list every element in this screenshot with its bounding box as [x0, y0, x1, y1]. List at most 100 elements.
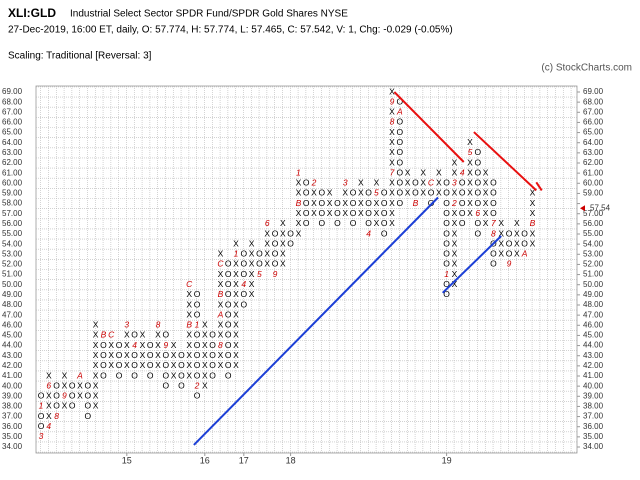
y-tick-label-right: 52.00	[583, 260, 604, 269]
y-tick-label-right: 48.00	[583, 300, 604, 309]
month-marker: B	[101, 330, 107, 340]
x-box: X	[77, 391, 83, 401]
y-tick-label-left: 42.00	[2, 361, 23, 370]
o-box: O	[396, 117, 403, 127]
x-box: X	[467, 178, 473, 188]
o-box: O	[147, 350, 154, 360]
trendline	[193, 196, 439, 446]
x-box: X	[233, 289, 239, 299]
x-box: X	[93, 320, 99, 330]
x-box: X	[202, 360, 208, 370]
x-box: X	[405, 188, 411, 198]
x-box: X	[249, 269, 255, 279]
month-marker: 1	[195, 320, 200, 330]
month-marker: 9	[62, 391, 67, 401]
x-box: X	[264, 228, 270, 238]
o-box: O	[225, 289, 232, 299]
o-box: O	[365, 188, 372, 198]
month-marker: 2	[194, 380, 200, 390]
o-box: O	[474, 167, 481, 177]
y-tick-label-right: 36.00	[583, 422, 604, 431]
y-tick-label-right: 53.00	[583, 249, 604, 258]
x-box: X	[62, 370, 68, 380]
o-box: O	[38, 411, 45, 421]
x-box: X	[140, 360, 146, 370]
x-box: X	[389, 198, 395, 208]
month-marker: 4	[366, 228, 371, 238]
x-box: X	[389, 107, 395, 117]
month-marker: C	[217, 259, 224, 269]
credit: (c) StockCharts.com	[541, 63, 632, 74]
x-box: X	[514, 249, 520, 259]
y-tick-label-left: 49.00	[2, 290, 23, 299]
month-marker: 6	[265, 218, 270, 228]
month-marker: 9	[163, 340, 168, 350]
month-marker: 8	[156, 320, 161, 330]
y-tick-label-left: 48.00	[2, 300, 23, 309]
chart-subtitle: Industrial Select Sector SPDR Fund/SPDR …	[70, 9, 348, 20]
x-box: X	[498, 249, 504, 259]
month-marker: 1	[296, 167, 301, 177]
x-box: X	[280, 249, 286, 259]
o-box: O	[443, 198, 450, 208]
month-marker: 3	[39, 431, 44, 441]
y-tick-label-right: 62.00	[583, 158, 604, 167]
x-box: X	[452, 249, 458, 259]
x-box: X	[389, 218, 395, 228]
x-box: X	[249, 259, 255, 269]
x-box: X	[249, 279, 255, 289]
month-marker: 3	[452, 178, 457, 188]
y-tick-label-right: 69.00	[583, 87, 604, 96]
o-box: O	[225, 330, 232, 340]
o-box: O	[303, 198, 310, 208]
x-box: X	[264, 238, 270, 248]
x-box: X	[452, 279, 458, 289]
x-box: X	[483, 208, 489, 218]
x-box: X	[46, 370, 52, 380]
x-box: X	[186, 289, 192, 299]
month-marker: 4	[460, 167, 465, 177]
year-label: 15	[122, 455, 132, 465]
x-box: X	[233, 299, 239, 309]
o-box: O	[396, 157, 403, 167]
o-box: O	[194, 299, 201, 309]
o-box: O	[396, 167, 403, 177]
x-box: X	[389, 86, 395, 96]
x-box: X	[467, 167, 473, 177]
x-box: X	[452, 208, 458, 218]
y-tick-label-right: 50.00	[583, 280, 604, 289]
y-tick-label-left: 38.00	[2, 402, 23, 411]
o-box: O	[334, 208, 341, 218]
o-box: O	[194, 350, 201, 360]
month-marker: 9	[390, 96, 395, 106]
x-box: X	[452, 238, 458, 248]
o-box: O	[303, 188, 310, 198]
o-box: O	[396, 178, 403, 188]
x-box: X	[124, 330, 130, 340]
x-box: X	[186, 340, 192, 350]
o-box: O	[443, 289, 450, 299]
y-tick-label-right: 39.00	[583, 391, 604, 400]
y-tick-label-left: 41.00	[2, 371, 23, 380]
x-box: X	[296, 218, 302, 228]
x-box: X	[436, 167, 442, 177]
y-tick-label-left: 56.00	[2, 219, 23, 228]
x-box: X	[389, 188, 395, 198]
y-tick-label-left: 35.00	[2, 432, 23, 441]
o-box: O	[443, 208, 450, 218]
x-box: X	[171, 370, 177, 380]
y-tick-label-right: 38.00	[583, 402, 604, 411]
x-box: X	[93, 401, 99, 411]
o-box: O	[443, 178, 450, 188]
x-box: X	[202, 380, 208, 390]
o-box: O	[303, 178, 310, 188]
o-box: O	[443, 279, 450, 289]
o-box: O	[287, 228, 294, 238]
o-box: O	[100, 350, 107, 360]
o-box: O	[443, 188, 450, 198]
year-label: 17	[239, 455, 249, 465]
o-box: O	[194, 289, 201, 299]
x-box: X	[155, 360, 161, 370]
y-tick-label-right: 45.00	[583, 331, 604, 340]
month-marker: B	[186, 320, 192, 330]
